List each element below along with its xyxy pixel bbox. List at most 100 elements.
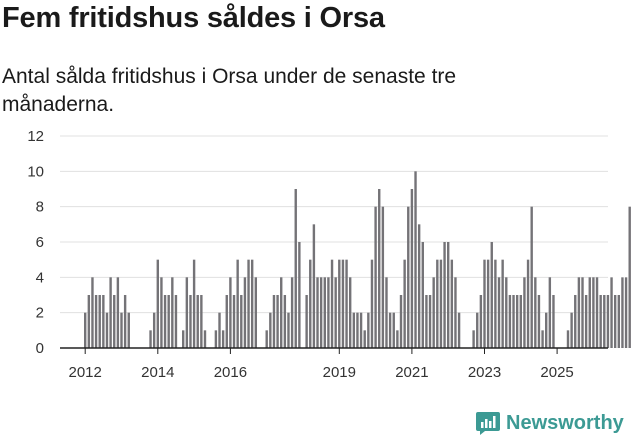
bar xyxy=(541,330,544,348)
bar xyxy=(247,259,250,348)
bar xyxy=(348,277,352,348)
brand-name: Newsworthy xyxy=(506,411,624,434)
x-axis: 2012 2014 2016 2019 2021 2023 2025 xyxy=(60,347,608,381)
bar xyxy=(479,295,483,348)
bar xyxy=(497,277,501,348)
bar xyxy=(109,277,112,348)
x-tick-label: 2016 xyxy=(214,364,247,381)
bar xyxy=(599,295,602,348)
bar xyxy=(370,259,374,348)
bar xyxy=(290,277,294,348)
bar xyxy=(221,330,225,348)
bar xyxy=(417,224,421,348)
x-tick-label: 2023 xyxy=(468,364,501,381)
bar xyxy=(185,277,189,348)
bar xyxy=(606,295,610,348)
bar xyxy=(330,259,334,348)
bar xyxy=(196,295,199,348)
bar xyxy=(392,312,395,348)
bar xyxy=(152,312,156,348)
bar xyxy=(232,295,236,348)
bar xyxy=(515,295,519,348)
bar xyxy=(272,295,276,348)
bar xyxy=(182,330,185,348)
bar xyxy=(399,295,403,348)
bar xyxy=(171,277,174,348)
bar xyxy=(548,277,552,348)
bar xyxy=(519,295,522,348)
bar xyxy=(98,295,101,348)
bar xyxy=(312,224,316,348)
bar xyxy=(127,312,130,348)
bar xyxy=(472,330,475,348)
y-tick-label: 12 xyxy=(27,128,44,145)
bar xyxy=(523,277,526,348)
bar xyxy=(87,295,91,348)
bar xyxy=(443,242,446,348)
bar xyxy=(613,295,617,348)
bar xyxy=(283,295,287,348)
bar xyxy=(149,330,152,348)
bar xyxy=(156,259,159,348)
bar xyxy=(450,259,454,348)
y-tick-label: 2 xyxy=(36,305,44,322)
bar xyxy=(84,312,87,348)
bar xyxy=(240,295,243,348)
bar xyxy=(483,259,486,348)
bar xyxy=(287,312,290,348)
bar xyxy=(334,277,337,348)
bar xyxy=(105,312,109,348)
chart-title: Fem fritidshus såldes i Orsa xyxy=(2,2,385,34)
bar xyxy=(526,259,530,348)
bar xyxy=(189,295,192,348)
newsworthy-logo-icon xyxy=(476,412,500,435)
bar xyxy=(537,295,541,348)
bar xyxy=(265,330,268,348)
bar xyxy=(595,277,599,348)
bar xyxy=(236,259,239,348)
bar xyxy=(505,277,508,348)
x-tick-label: 2019 xyxy=(323,364,356,381)
bar xyxy=(628,206,631,348)
bar xyxy=(94,295,98,348)
bar xyxy=(229,277,232,348)
y-tick-label: 8 xyxy=(36,199,44,216)
bar xyxy=(403,259,406,348)
bar xyxy=(447,242,450,348)
bar xyxy=(338,259,341,348)
bar xyxy=(476,312,479,348)
x-tick-label: 2012 xyxy=(69,364,102,381)
bar xyxy=(486,259,490,348)
bar xyxy=(577,277,581,348)
bar xyxy=(269,312,272,348)
x-tick-label: 2021 xyxy=(395,364,428,381)
bar xyxy=(363,330,366,348)
bar xyxy=(367,312,370,348)
bar xyxy=(552,295,555,348)
bar xyxy=(545,312,548,348)
bar xyxy=(534,277,537,348)
bar xyxy=(581,277,584,348)
bar xyxy=(305,295,308,348)
bar xyxy=(319,277,323,348)
bar xyxy=(454,277,457,348)
bar xyxy=(530,206,533,348)
bar xyxy=(378,189,381,348)
bar xyxy=(123,295,127,348)
y-tick-label: 4 xyxy=(36,269,44,286)
bar xyxy=(298,242,301,348)
y-axis-ticks: 0 2 4 6 8 10 12 xyxy=(27,128,44,357)
bar xyxy=(203,330,207,348)
bar xyxy=(309,259,312,348)
chart-subtitle: Antal sålda fritidshus i Orsa under de s… xyxy=(2,65,457,116)
bar xyxy=(381,206,385,348)
bar xyxy=(396,330,399,348)
bar xyxy=(163,295,167,348)
bar xyxy=(414,171,417,348)
x-tick-label: 2014 xyxy=(141,364,174,381)
bar xyxy=(621,277,624,348)
bar xyxy=(610,277,613,348)
bar xyxy=(490,242,493,348)
bar xyxy=(624,277,628,348)
